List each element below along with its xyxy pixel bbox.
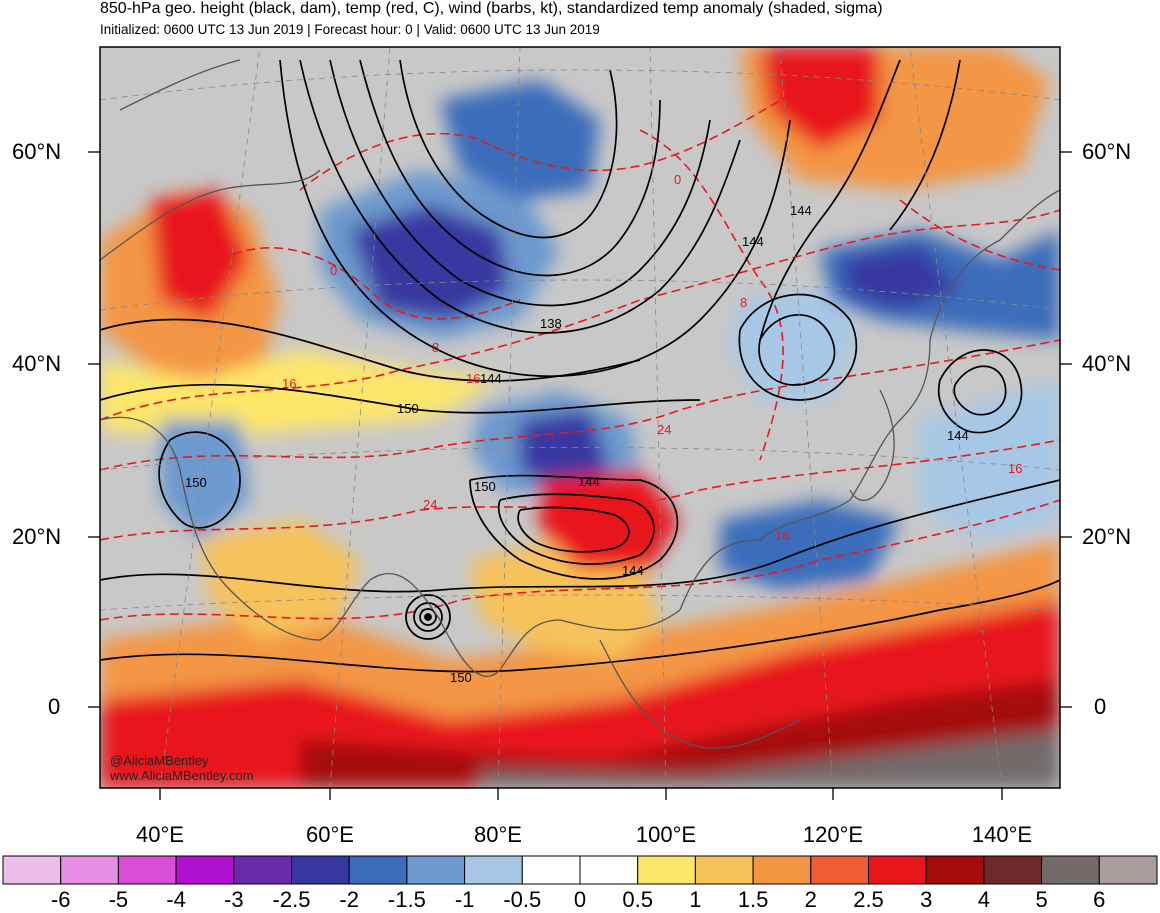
colorbar-label: -3 (224, 887, 244, 912)
credit-handle: @AliciaMBentley (110, 753, 209, 768)
graticule (100, 47, 1060, 788)
temp-label: 8 (432, 340, 439, 355)
colorbar (2, 855, 1158, 885)
height-label: 144 (790, 203, 812, 218)
colorbar-swatch (694, 855, 754, 885)
colorbar-swatch (1041, 855, 1100, 885)
lon-label-140e: 140°E (971, 822, 1033, 847)
colorbar-swatch (637, 855, 696, 885)
colorbar-swatch (1098, 855, 1158, 885)
temp-label: 16 (466, 371, 480, 386)
lat-label-0-left: 0 (48, 694, 61, 719)
colorbar-label: 5 (1035, 887, 1048, 912)
colorbar-label: -1.5 (387, 887, 426, 912)
colorbar-swatch (521, 855, 581, 885)
colorbar-swatch (291, 855, 350, 885)
temp-label: 16 (1008, 461, 1022, 476)
temp-label: 8 (740, 295, 747, 310)
chart-subtitle: Initialized: 0600 UTC 13 Jun 2019 | Fore… (100, 22, 600, 37)
colorbar-label: 0.5 (622, 887, 653, 912)
credit-website: www.AliciaMBentley.com (110, 768, 254, 783)
height-label: 144 (742, 234, 764, 249)
temp-label: 24 (657, 422, 671, 437)
lon-label-80e: 80°E (474, 822, 522, 847)
height-labels: 138 144 144 144 144 144 150 150 150 150 … (185, 203, 969, 685)
temp-labels: 0 0 8 8 16 16 24 24 16 16 (282, 172, 1022, 543)
colorbar-label: 2 (804, 887, 817, 912)
lat-label-20n-left: 20°N (12, 524, 62, 549)
anomaly-shading (100, 47, 1060, 788)
height-label: 144 (480, 371, 502, 386)
lat-label-40n-right: 40°N (1082, 351, 1132, 376)
colorbar-label: -6 (50, 887, 71, 912)
colorbar-label: -2 (339, 887, 359, 912)
colorbar-swatch (233, 855, 293, 885)
height-label: 150 (397, 401, 419, 416)
colorbar-label: -2.5 (272, 887, 311, 912)
temp-label: 0 (330, 263, 337, 278)
height-label: 150 (474, 479, 496, 494)
colorbar-label: 1 (689, 887, 702, 912)
colorbar-swatch (868, 855, 927, 885)
map-border (99, 46, 1061, 789)
chart-title: 850-hPa geo. height (black, dam), temp (… (100, 0, 883, 17)
colorbar-swatch (348, 855, 408, 885)
colorbar-label: -5 (108, 887, 129, 912)
colorbar-label: -0.5 (503, 887, 542, 912)
lon-label-60e: 60°E (306, 822, 354, 847)
colorbar-swatch (464, 855, 523, 885)
temp-label: 16 (282, 376, 296, 391)
colorbar-label: 6 (1093, 887, 1106, 912)
colorbar-swatch (752, 855, 812, 885)
temp-label: 16 (775, 528, 789, 543)
colorbar-label: 0 (573, 887, 587, 912)
axis-ticks (88, 151, 1072, 800)
colorbar-label: -1 (454, 887, 475, 912)
temp-label: 24 (423, 497, 437, 512)
height-label: 144 (947, 428, 969, 443)
colorbar-swatch (175, 855, 235, 885)
colorbar-label: -4 (166, 887, 186, 912)
lat-label-40n-left: 40°N (12, 351, 62, 376)
colorbar-swatch (2, 855, 62, 885)
colorbar-swatch (406, 855, 466, 885)
colorbar-swatch (810, 855, 869, 885)
colorbar-swatch (60, 855, 119, 885)
lon-label-40e: 40°E (136, 822, 184, 847)
lon-label-120e: 120°E (802, 822, 864, 847)
height-label: 138 (540, 316, 562, 331)
height-label: 150 (450, 670, 472, 685)
lon-label-100e: 100°E (635, 822, 697, 847)
height-contours (100, 59, 1060, 673)
colorbar-swatch (117, 855, 177, 885)
colorbar-swatch (925, 855, 985, 885)
temp-label: 0 (674, 172, 681, 187)
colorbar-label: 1.5 (737, 887, 769, 912)
height-label: 144 (578, 474, 600, 489)
lat-label-60n-right: 60°N (1082, 139, 1132, 164)
lat-label-20n-right: 20°N (1082, 524, 1132, 549)
colorbar-label: 3 (920, 887, 933, 912)
colorbar-label: 2.5 (853, 887, 884, 912)
coastlines (100, 59, 1060, 749)
lat-label-0-right: 0 (1094, 694, 1107, 719)
colorbar-swatch (579, 855, 639, 885)
height-label: 150 (185, 475, 207, 490)
lat-label-60n-left: 60°N (12, 139, 62, 164)
colorbar-swatch (983, 855, 1043, 885)
colorbar-label: 4 (977, 887, 991, 912)
height-label: 144 (622, 563, 644, 578)
